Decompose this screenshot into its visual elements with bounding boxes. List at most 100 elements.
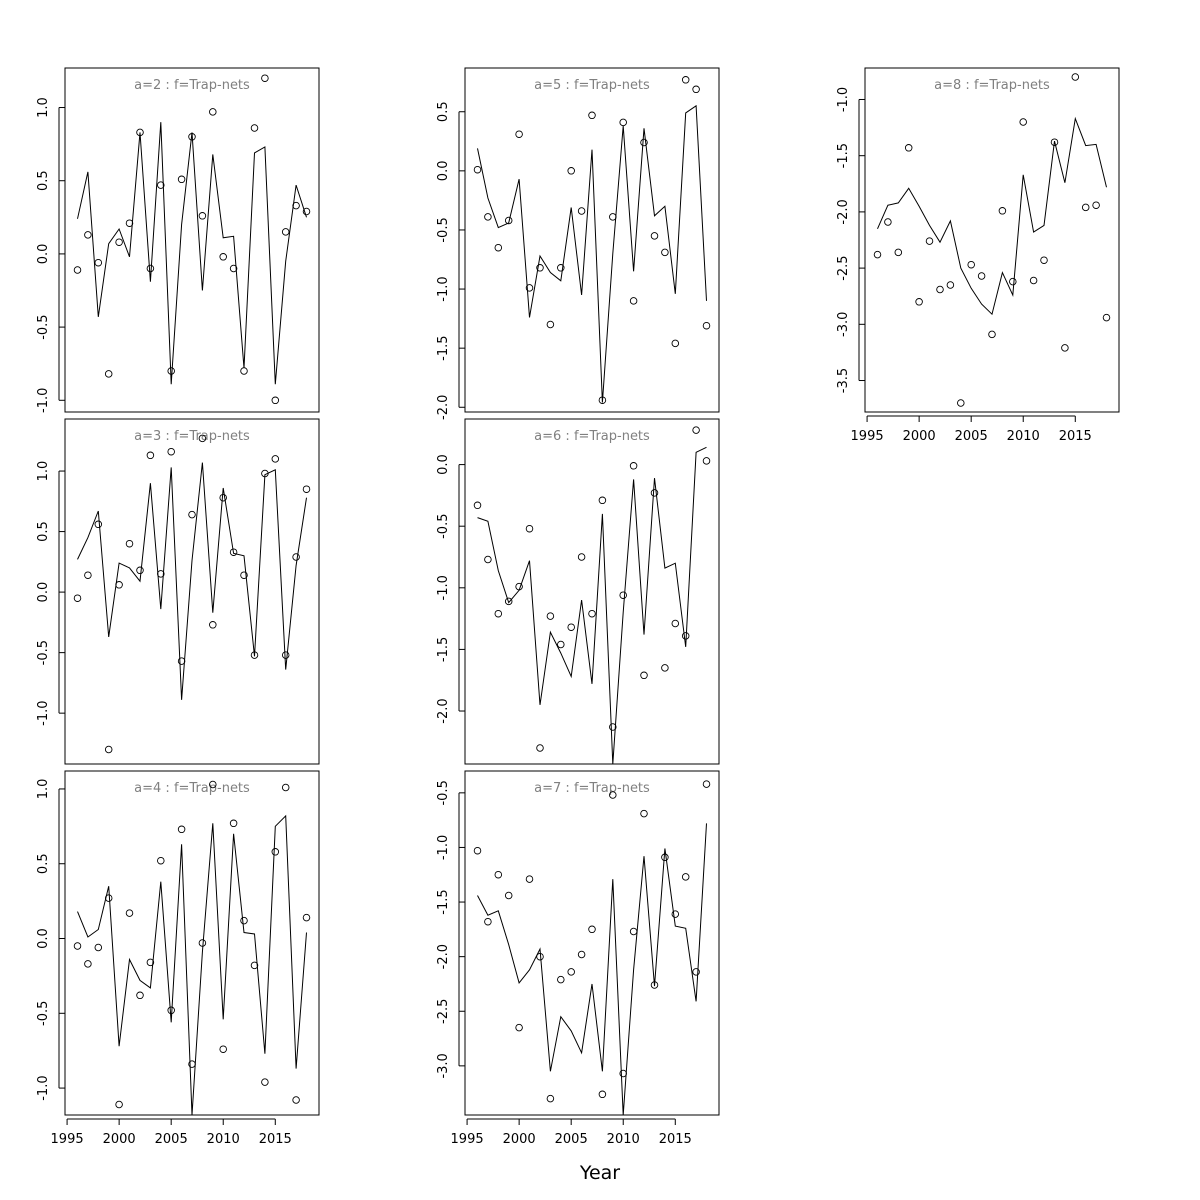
observed-point	[146, 958, 155, 967]
observed-point	[229, 548, 238, 556]
fitted-line	[77, 462, 307, 700]
plot-frame	[464, 418, 720, 765]
observed-point	[650, 981, 659, 989]
observed-point	[1081, 203, 1090, 212]
observed-point	[619, 591, 627, 599]
y-tick-label: 1.0	[36, 779, 51, 800]
observed-point	[681, 873, 690, 881]
x-tick-label: 2005	[955, 429, 988, 444]
observed-point	[167, 1006, 175, 1015]
observed-point	[671, 619, 680, 628]
observed-point	[136, 128, 144, 137]
observed-point	[629, 297, 638, 305]
observed-point	[302, 207, 311, 216]
observed-point	[577, 950, 586, 959]
y-tick-label: -2.5	[436, 999, 451, 1024]
plot-frame	[864, 67, 1120, 413]
observed-point	[484, 213, 492, 221]
x-tick-label: 2015	[659, 1132, 692, 1147]
y-tick-label: -1.5	[436, 889, 451, 914]
observed-point	[209, 621, 217, 629]
observed-point	[115, 238, 123, 246]
observed-point	[588, 925, 596, 934]
y-tick-label: -0.5	[36, 1001, 51, 1026]
observed-point	[609, 791, 617, 799]
observed-point	[588, 111, 596, 120]
observed-point	[494, 243, 503, 252]
observed-point	[629, 927, 638, 936]
observed-point	[598, 1090, 607, 1099]
observed-point	[692, 968, 700, 976]
panel-grid: a=2 : f=Trap-nets-1.0-0.50.00.51.0a=3 : …	[36, 67, 1120, 1147]
observed-point	[73, 942, 82, 950]
observed-point	[1029, 276, 1038, 285]
y-tick-label: 0.0	[36, 928, 51, 949]
observed-point	[240, 916, 248, 925]
observed-point	[115, 581, 123, 589]
observed-point	[125, 539, 134, 548]
y-tick-label: -0.5	[36, 314, 51, 339]
observed-point	[588, 609, 596, 618]
x-axis-label: Year	[579, 1162, 620, 1184]
observed-point	[702, 321, 711, 330]
observed-point	[84, 231, 92, 239]
observed-point	[157, 181, 165, 189]
observed-point	[1009, 277, 1017, 286]
observed-point	[692, 85, 700, 94]
panel-title: a=7 : f=Trap-nets	[534, 781, 650, 796]
x-tick-label: 2010	[207, 1132, 240, 1147]
observed-point	[494, 609, 503, 618]
observed-point	[567, 968, 575, 976]
observed-point	[229, 264, 238, 273]
observed-point	[473, 501, 482, 510]
observed-point	[504, 216, 513, 225]
observed-point	[1019, 118, 1027, 126]
observed-point	[1092, 201, 1100, 209]
observed-point	[515, 1023, 523, 1032]
observed-point	[292, 1096, 300, 1104]
x-tick-label: 2005	[155, 1132, 188, 1147]
fitted-line	[477, 823, 707, 1115]
observed-point	[536, 952, 544, 961]
observed-point	[1071, 73, 1080, 81]
y-tick-label: 1.0	[36, 97, 51, 118]
observed-point	[577, 207, 586, 215]
y-tick-label: 0.5	[36, 853, 51, 874]
observed-point	[925, 237, 934, 245]
panel-1: a=2 : f=Trap-nets -1.0 -0.5 0.0 0.5 1.0	[36, 67, 320, 413]
observed-point	[681, 632, 690, 640]
observed-point	[557, 975, 565, 984]
observed-point	[240, 571, 248, 579]
y-tick-label: -1.0	[836, 87, 851, 112]
observed-point	[292, 553, 300, 561]
panel-title: a=8 : f=Trap-nets	[934, 78, 1050, 93]
observed-point	[525, 875, 534, 883]
observed-point	[73, 266, 82, 274]
observed-point	[104, 745, 113, 754]
observed-point	[609, 213, 617, 221]
observed-point	[157, 856, 165, 865]
observed-point	[125, 219, 134, 227]
observed-point	[94, 258, 103, 267]
observed-point	[94, 520, 103, 529]
observed-point	[515, 582, 523, 591]
observed-point	[177, 825, 186, 834]
y-tick-label: 0.0	[436, 454, 451, 475]
observed-point	[198, 939, 207, 947]
x-tick-label: 2000	[503, 1132, 536, 1147]
panel-title: a=3 : f=Trap-nets	[134, 429, 250, 444]
y-tick-label: -1.5	[436, 637, 451, 662]
observed-point	[177, 175, 186, 184]
observed-point	[167, 447, 175, 456]
plot-frame	[464, 67, 720, 413]
observed-point	[671, 910, 680, 918]
y-tick-label: -0.5	[436, 217, 451, 242]
observed-point	[271, 848, 280, 856]
observed-point	[567, 167, 575, 175]
fitted-line	[877, 116, 1107, 316]
observed-point	[536, 744, 544, 752]
observed-point	[640, 809, 648, 818]
y-tick-label: -0.5	[436, 780, 451, 805]
x-tick-label: 2000	[903, 429, 936, 444]
x-tick-label: 2015	[259, 1132, 292, 1147]
